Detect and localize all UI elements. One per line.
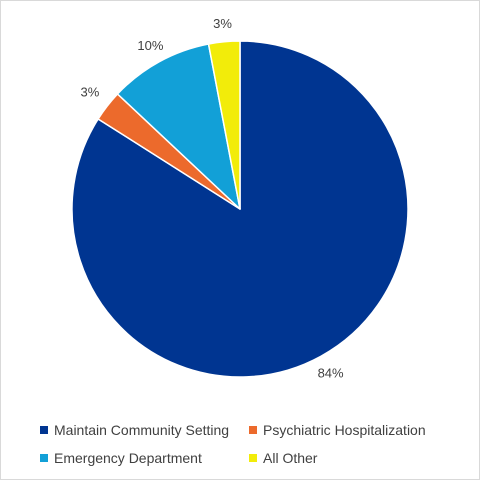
pie-slice-maintain-community-setting — [71, 40, 409, 378]
data-label-all-other: 3% — [213, 16, 232, 31]
legend-label: Psychiatric Hospitalization — [263, 422, 426, 438]
pie-slices — [71, 40, 409, 378]
pie-data-labels: 84% 3% 10% 3% — [81, 16, 345, 381]
data-label-emergency-department: 10% — [137, 38, 163, 53]
legend-swatch-emergency-department — [40, 454, 48, 462]
legend-swatch-psychiatric-hospitalization — [249, 426, 257, 434]
legend-item-psychiatric-hospitalization: Psychiatric Hospitalization — [249, 422, 426, 438]
chart-legend: Maintain Community Setting Psychiatric H… — [0, 418, 480, 474]
legend-swatch-all-other — [249, 454, 257, 462]
legend-item-maintain-community-setting: Maintain Community Setting — [40, 422, 229, 438]
legend-item-emergency-department: Emergency Department — [40, 450, 202, 466]
pie-slice-all-other — [207, 40, 241, 210]
legend-item-all-other: All Other — [249, 450, 317, 466]
legend-label: Maintain Community Setting — [54, 422, 230, 438]
pie-chart: 84% 3% 10% 3% — [71, 16, 409, 381]
legend-label: Emergency Department — [54, 450, 202, 466]
pie-slice-emergency-department — [116, 43, 241, 210]
legend-swatch-maintain-community-setting — [40, 426, 48, 434]
data-label-maintain-community-setting: 84% — [318, 366, 344, 381]
legend-label: All Other — [263, 450, 318, 466]
data-label-psychiatric-hospitalization: 3% — [81, 85, 100, 100]
